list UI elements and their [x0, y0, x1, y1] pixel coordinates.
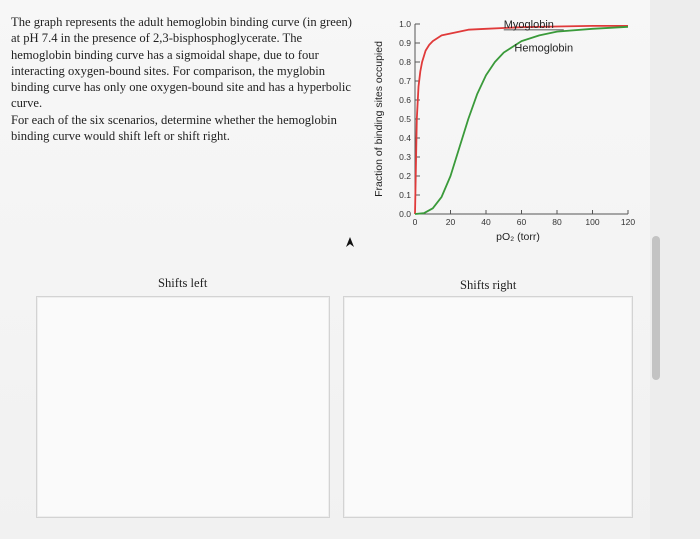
y-tick-label: 0.8 [399, 57, 411, 67]
prompt-paragraph-1: The graph represents the adult hemoglobi… [11, 15, 352, 111]
question-prompt: The graph represents the adult hemoglobi… [11, 14, 361, 144]
y-tick-label: 0.0 [399, 209, 411, 219]
x-tick-label: 0 [413, 217, 418, 227]
binding-curve-svg: Fraction of binding sites occupied pO₂ (… [373, 19, 635, 243]
y-tick-label: 0.6 [399, 95, 411, 105]
y-tick-label: 0.4 [399, 133, 411, 143]
x-tick-label: 100 [585, 217, 599, 227]
x-label-part: (torr) [514, 231, 540, 243]
series-label-hemoglobin: Hemoglobin [514, 43, 573, 55]
shifts-right-label: Shifts right [460, 278, 517, 292]
mouse-pointer-icon [346, 237, 354, 247]
y-tick-label: 0.5 [399, 114, 411, 124]
x-tick-label: 20 [446, 217, 456, 227]
y-axis-label: Fraction of binding sites occupied [373, 41, 385, 197]
x-label-part: ₂ [510, 231, 514, 243]
y-tick-label: 0.1 [399, 190, 411, 200]
series-line-hemoglobin [414, 25, 629, 215]
y-tick-label: 0.9 [399, 38, 411, 48]
question-page: The graph represents the adult hemoglobi… [0, 0, 650, 539]
y-tick-label: 0.7 [399, 76, 411, 86]
shifts-left-label: Shifts left [158, 276, 208, 290]
x-tick-label: 60 [517, 217, 527, 227]
y-tick-label: 0.3 [399, 152, 411, 162]
shifts-right-drop-zone[interactable] [343, 296, 633, 518]
y-tick-label: 0.2 [399, 171, 411, 181]
x-label-part: pO [496, 231, 510, 243]
binding-curve-chart: Fraction of binding sites occupied pO₂ (… [370, 8, 645, 248]
x-tick-label: 80 [552, 217, 562, 227]
series-line-myoglobin [414, 25, 628, 215]
x-tick-label: 40 [481, 217, 491, 227]
shifts-left-drop-zone[interactable] [36, 296, 330, 518]
scrollbar-thumb[interactable] [652, 236, 660, 380]
x-tick-label: 120 [621, 217, 635, 227]
y-tick-label: 1.0 [399, 19, 411, 29]
prompt-paragraph-2: For each of the six scenarios, determine… [11, 112, 337, 144]
x-axis-label: pO₂ (torr) [496, 231, 540, 243]
series-label-myoglobin: Myoglobin [504, 19, 554, 31]
